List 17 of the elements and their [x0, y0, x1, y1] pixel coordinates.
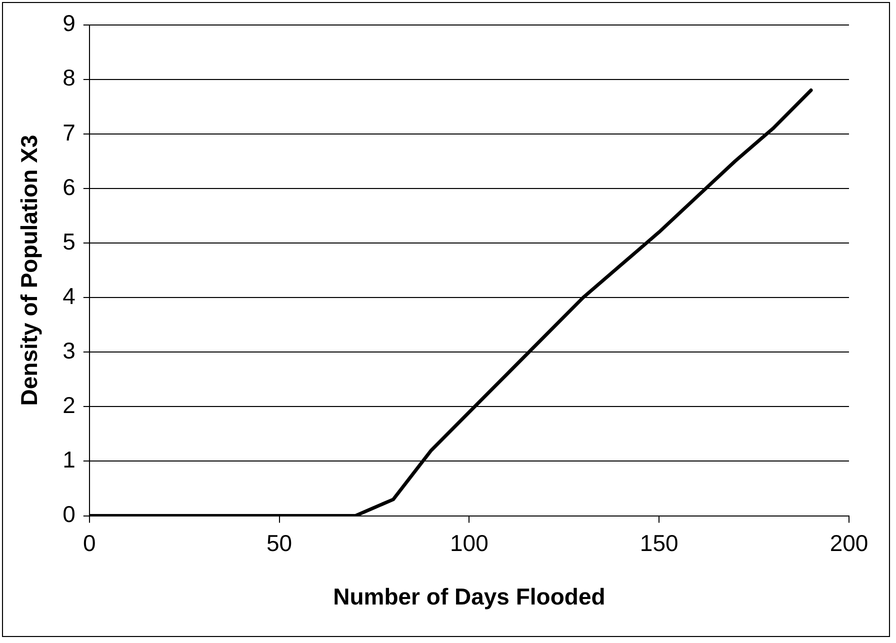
x-tick-label: 100	[450, 530, 488, 556]
y-tick-label: 8	[62, 64, 76, 91]
x-tick-label: 0	[82, 530, 96, 556]
y-tick-label: 3	[62, 337, 76, 364]
y-tick-label: 4	[62, 282, 76, 309]
y-tick-label: 9	[62, 10, 76, 36]
x-tick-label: 200	[830, 530, 868, 556]
y-axis-title: Density of Population X3	[16, 134, 42, 406]
y-tick-label: 1	[62, 446, 76, 473]
y-tick-label: 2	[62, 392, 76, 418]
y-tick-label: 6	[62, 174, 76, 200]
y-tick-label: 7	[62, 119, 76, 146]
x-tick-label: 50	[266, 530, 292, 556]
x-axis-title: Number of Days Flooded	[333, 584, 606, 610]
y-tick-label: 0	[62, 501, 76, 528]
x-tick-label: 150	[640, 530, 678, 556]
y-tick-label: 5	[62, 228, 76, 254]
